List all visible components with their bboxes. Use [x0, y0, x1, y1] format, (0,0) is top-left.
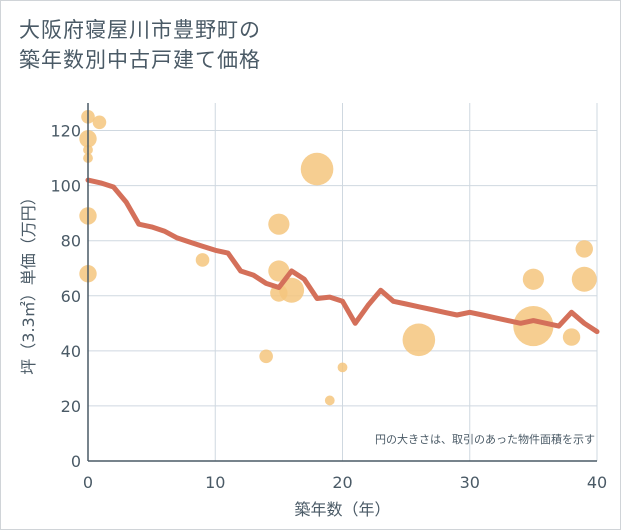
bubble-point — [300, 152, 334, 186]
y-tick-label: 40 — [61, 342, 81, 361]
chart-title: 大阪府寝屋川市豊野町の 築年数別中古戸建て価格 — [19, 15, 539, 75]
y-tick-label: 60 — [61, 287, 81, 306]
bubble-point — [337, 362, 348, 373]
bubble-point — [575, 240, 593, 258]
y-axis-label: 坪（3.3㎡）単価（万円） — [19, 189, 38, 374]
x-tick-label: 30 — [460, 473, 480, 492]
x-tick-label: 20 — [332, 473, 352, 492]
bubble-size-note: 円の大きさは、取引のあった物件面積を示す — [375, 432, 595, 446]
x-tick-label: 10 — [205, 473, 225, 492]
y-tick-label: 80 — [61, 232, 81, 251]
chart-title-line2: 築年数別中古戸建て価格 — [19, 48, 261, 72]
x-tick-label: 40 — [587, 473, 607, 492]
chart-title-line1: 大阪府寝屋川市豊野町の — [19, 18, 261, 42]
y-tick-label: 100 — [50, 177, 81, 196]
y-tick-label: 20 — [61, 397, 81, 416]
bubble-point — [268, 213, 290, 235]
bubble-series — [79, 109, 597, 406]
x-axis-label: 築年数（年） — [294, 500, 390, 519]
y-tick-label: 120 — [50, 122, 81, 141]
bubble-point — [279, 277, 305, 303]
bubble-point — [513, 305, 554, 347]
bubble-point — [92, 115, 107, 130]
bubble-point — [522, 268, 544, 290]
bubble-point — [324, 395, 335, 406]
average-price-line — [85, 177, 600, 335]
axes — [87, 103, 597, 462]
y-tick-label: 0 — [71, 452, 81, 471]
bubble-point — [259, 349, 273, 364]
bubble-point — [268, 260, 290, 282]
tick-labels: 0 10 20 30 40 0 20 40 60 80 100 120 — [50, 122, 607, 492]
x-tick-label: 0 — [83, 473, 93, 492]
bubble-point — [402, 323, 436, 357]
bubble-point — [562, 328, 581, 346]
bubble-point — [571, 266, 597, 292]
bubble-point — [195, 253, 210, 267]
grid-lines — [88, 103, 598, 461]
